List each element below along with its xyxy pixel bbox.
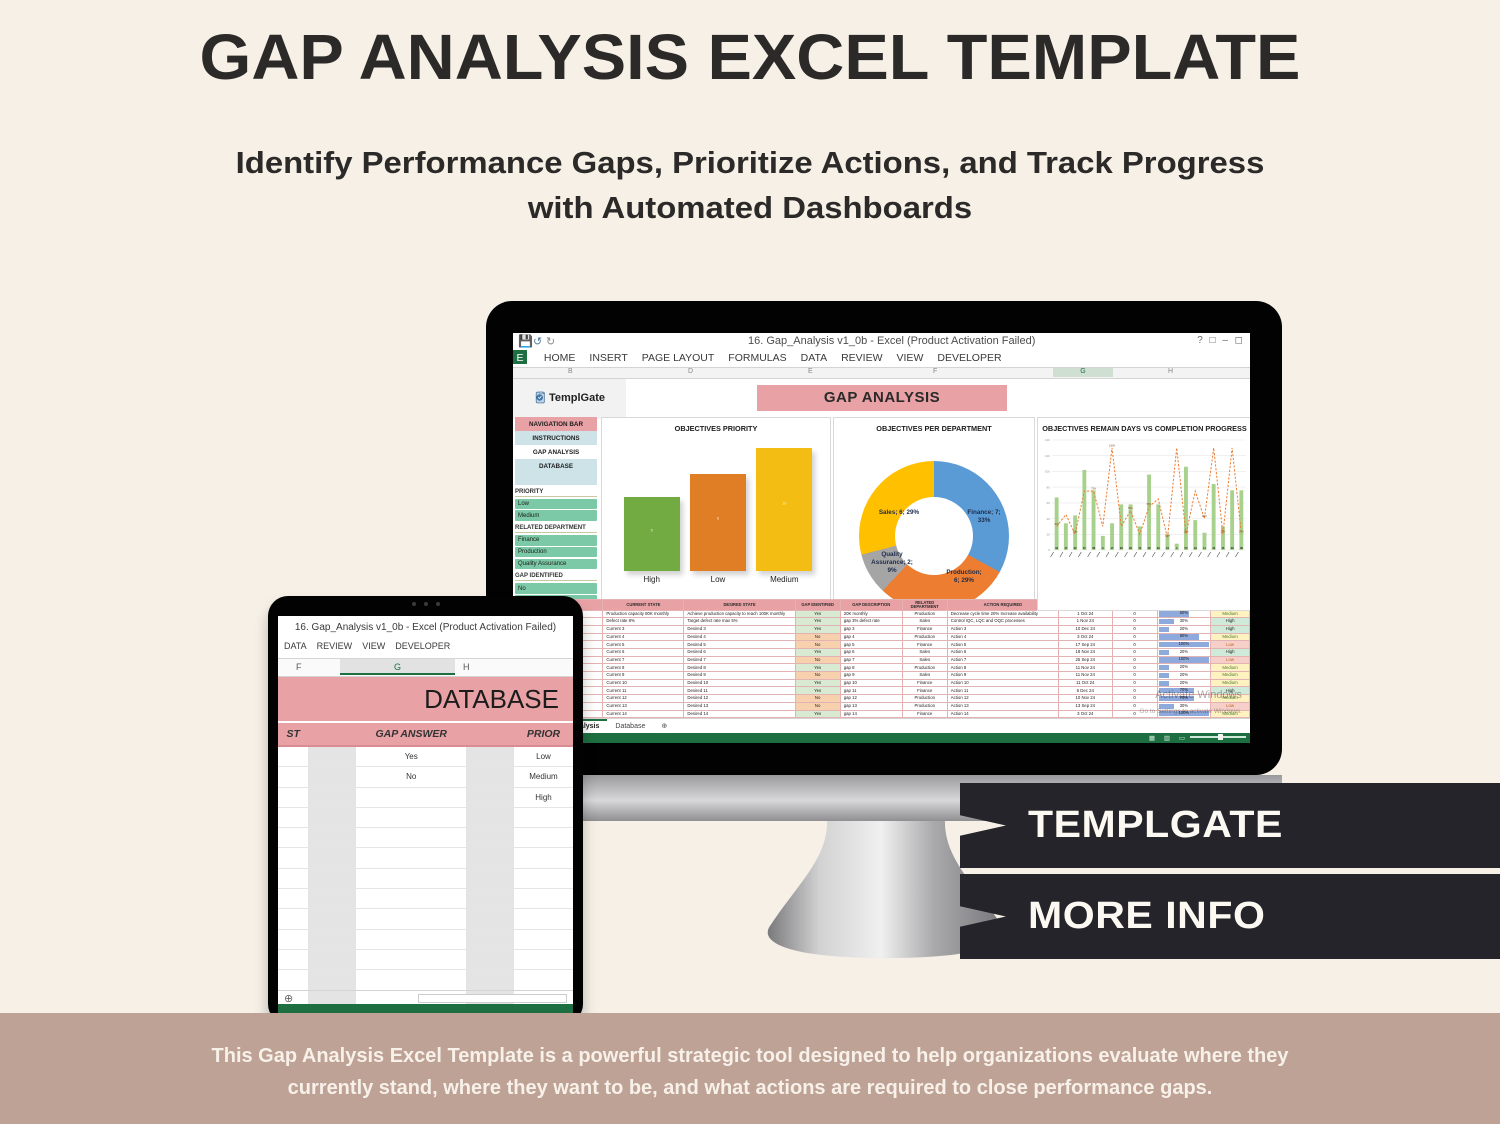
svg-text:80: 80 <box>1047 485 1051 489</box>
svg-text:60: 60 <box>1047 501 1051 505</box>
svg-text:0: 0 <box>1048 548 1050 552</box>
svg-text:20%: 20% <box>1239 531 1245 534</box>
svg-text:55%: 55% <box>1147 503 1153 506</box>
svg-text:100: 100 <box>1045 470 1050 474</box>
svg-text:120: 120 <box>1045 454 1050 458</box>
svg-text:50%: 50% <box>1128 507 1134 510</box>
svg-text:130%: 130% <box>1109 444 1116 447</box>
svg-text:75%: 75% <box>1091 488 1097 491</box>
svg-text:20%: 20% <box>1221 531 1227 534</box>
svg-text:40: 40 <box>1047 517 1051 521</box>
svg-text:40%: 40% <box>1202 515 1208 518</box>
svg-text:20: 20 <box>1047 533 1051 537</box>
svg-text:140: 140 <box>1045 438 1050 442</box>
svg-text:15%: 15% <box>1165 535 1171 538</box>
svg-text:20%: 20% <box>1184 531 1190 534</box>
svg-text:20%: 20% <box>1073 531 1079 534</box>
